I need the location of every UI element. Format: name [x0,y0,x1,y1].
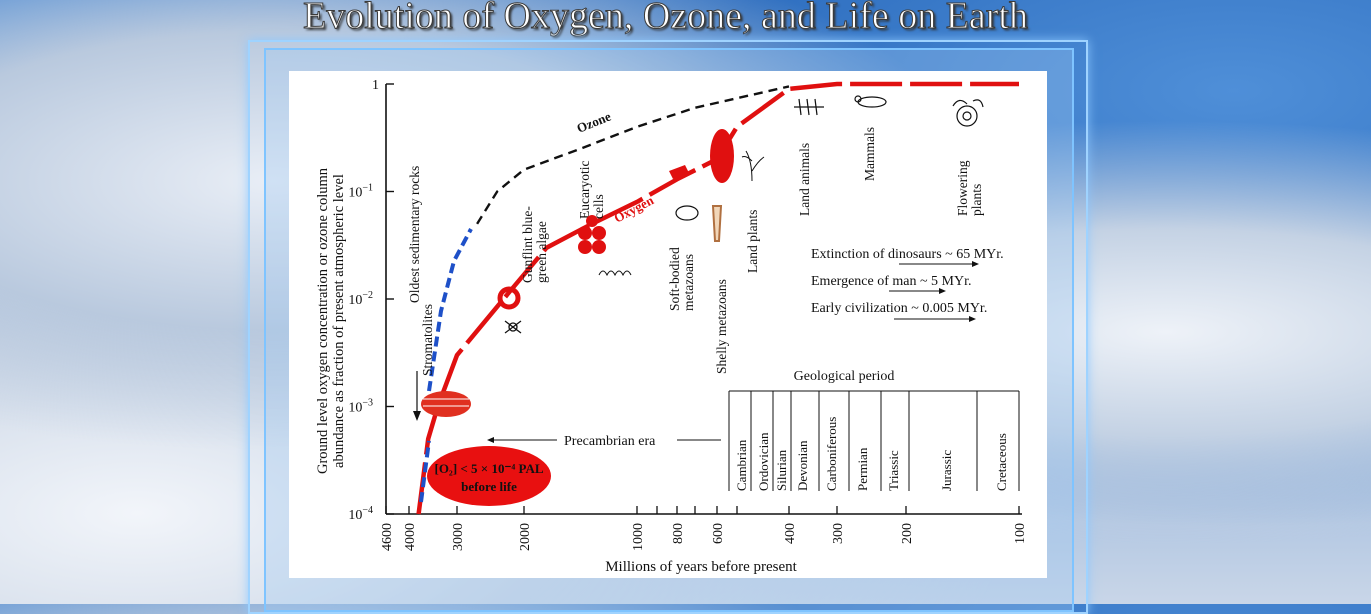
ozone-series-label: Ozone [575,109,614,136]
x-tick-label: 4000 [403,523,418,551]
geological-period-label: Geological period [794,369,895,384]
label-oldest-sedimentary-rocks: Oldest sedimentary rocks [407,166,422,303]
annotation-civilization: Early civilization ~ 0.005 MYr. [811,301,987,316]
civilization-arrowhead [969,316,976,322]
period-label-jurassic: Jurassic [939,450,954,491]
oxygen-ozone-chart: 10−4 10−3 10−2 10−1 1 4600 4000 3000 2000 1000 80… [315,78,1028,575]
worm-icon [598,270,632,277]
annotation-extinction: Extinction of dinosaurs ~ 65 MYr. [811,247,1004,262]
period-label-cretaceous: Cretaceous [994,433,1009,491]
emergence-arrowhead [939,288,946,294]
page-title: Evolution of Oxygen, Ozone, and Life on … [303,0,1029,38]
chart-panel: 10−4 10−3 10−2 10−1 1 4600 4000 3000 2000 1000 80… [289,71,1047,578]
label-gunflint-line1: Gunflint blue- [520,206,535,283]
oxygen-series-line [416,81,1019,515]
land-animal-icon [794,98,824,116]
x-tick-label: 2000 [518,523,533,551]
precambrian-arrowhead [487,437,494,443]
label-soft-bodied-line2: metazoans [681,254,696,311]
x-tick-label: 400 [783,523,798,544]
label-land-plants: Land plants [745,210,760,273]
mammal-icon [854,95,887,108]
x-tick-label: 800 [671,523,686,544]
plant-icon [741,150,765,182]
period-labels: Cambrian Ordovician Silurian Devonian Carbon… [734,417,1009,491]
x-tick-label: 600 [711,523,726,544]
x-ticks: 4600 4000 3000 2000 1000 800 600 400 300 200 100 [380,506,1028,551]
period-label-cambrian: Cambrian [734,439,749,491]
algae-ring-icon [497,286,521,310]
label-flowering-line1: Flowering [955,160,970,216]
period-label-carboniferous: Carboniferous [824,417,839,491]
label-eucaryotic-line2: cells [591,194,606,219]
o2-note-ellipse [427,446,551,506]
x-tick-label: 1000 [631,523,646,551]
early-oxygen-dashes [419,228,473,503]
label-mammals: Mammals [862,127,877,181]
eucaryotic-cells-icon [578,215,606,254]
stromatolites-arrowhead [413,411,421,421]
trilobite-icon [710,129,734,183]
period-label-ordovician: Ordovician [756,432,771,491]
coral-icon [711,205,723,242]
extinction-arrowhead [972,261,979,267]
y-axis-label-line2: abundance as fraction of present atmosph… [331,174,347,468]
ozone-series-line [476,85,790,225]
y-tick-label: 1 [372,78,379,93]
label-land-animals: Land animals [797,143,812,216]
y-tick-label: 10−3 [348,398,373,416]
y-tick-label: 10−2 [348,290,373,308]
o2-note-line2: before life [461,479,517,494]
label-stromatolites: Stromatolites [420,304,435,376]
x-tick-label: 3000 [451,523,466,551]
period-label-devonian: Devonian [795,440,810,491]
x-axis-label: Millions of years before present [605,559,797,575]
o2-note-line1: [O₂] < 5 × 10⁻⁴ PAL [434,461,543,476]
stromatolite-icon [421,391,471,417]
flower-icon [952,99,984,127]
y-axis-label-line1: Ground level oxygen concentration or ozo… [315,167,331,474]
label-eucaryotic-line1: Eucaryotic [577,161,592,219]
y-tick-label: 10−1 [348,183,373,201]
label-soft-bodied-line1: Soft-bodied [667,247,682,311]
label-gunflint-line2: green algae [534,221,549,283]
y-ticks: 10−4 10−3 10−2 10−1 1 [348,78,394,523]
oxygen-series-label: Oxygen [611,192,656,226]
x-tick-label: 100 [1013,523,1028,544]
period-label-silurian: Silurian [774,449,789,491]
period-label-triassic: Triassic [886,450,901,491]
bug-icon [504,320,522,334]
annotation-emergence: Emergence of man ~ 5 MYr. [811,274,972,289]
x-tick-label: 4600 [380,523,395,551]
label-flowering-line2: plants [969,184,984,216]
oxygen-arrow-icon [669,165,689,179]
x-tick-label: 300 [831,523,846,544]
shell-icon [675,205,699,221]
precambrian-label: Precambrian era [564,434,656,449]
period-separators [728,391,1020,491]
period-label-permian: Permian [855,447,870,491]
y-tick-label: 10−4 [348,505,373,523]
x-tick-label: 200 [900,523,915,544]
label-shelly-metazoans: Shelly metazoans [714,279,729,374]
